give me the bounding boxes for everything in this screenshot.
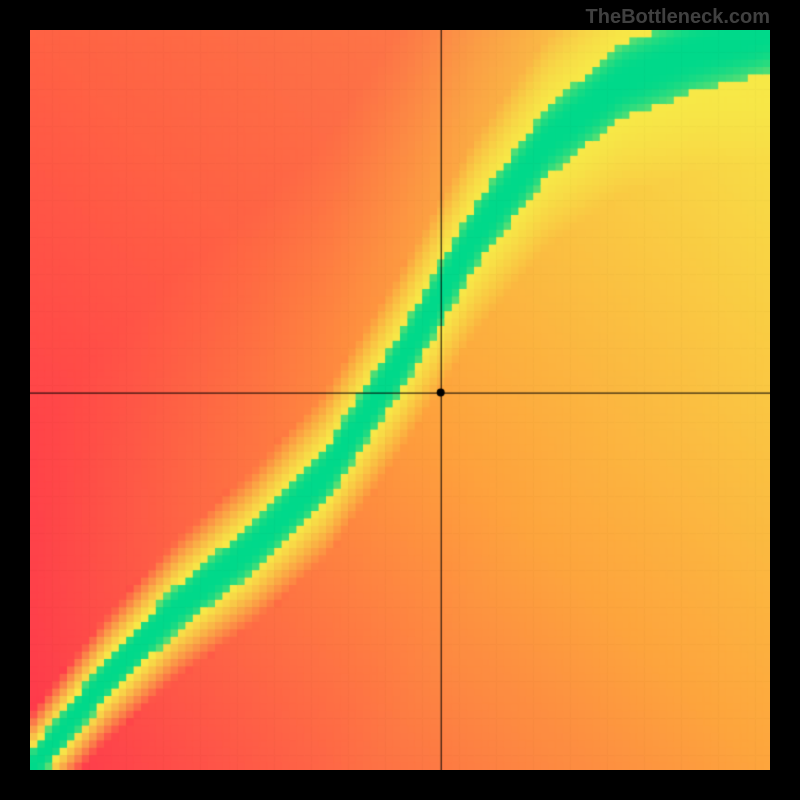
- chart-container: TheBottleneck.com: [0, 0, 800, 800]
- watermark-text: TheBottleneck.com: [586, 6, 770, 29]
- bottleneck-heatmap: [30, 30, 770, 770]
